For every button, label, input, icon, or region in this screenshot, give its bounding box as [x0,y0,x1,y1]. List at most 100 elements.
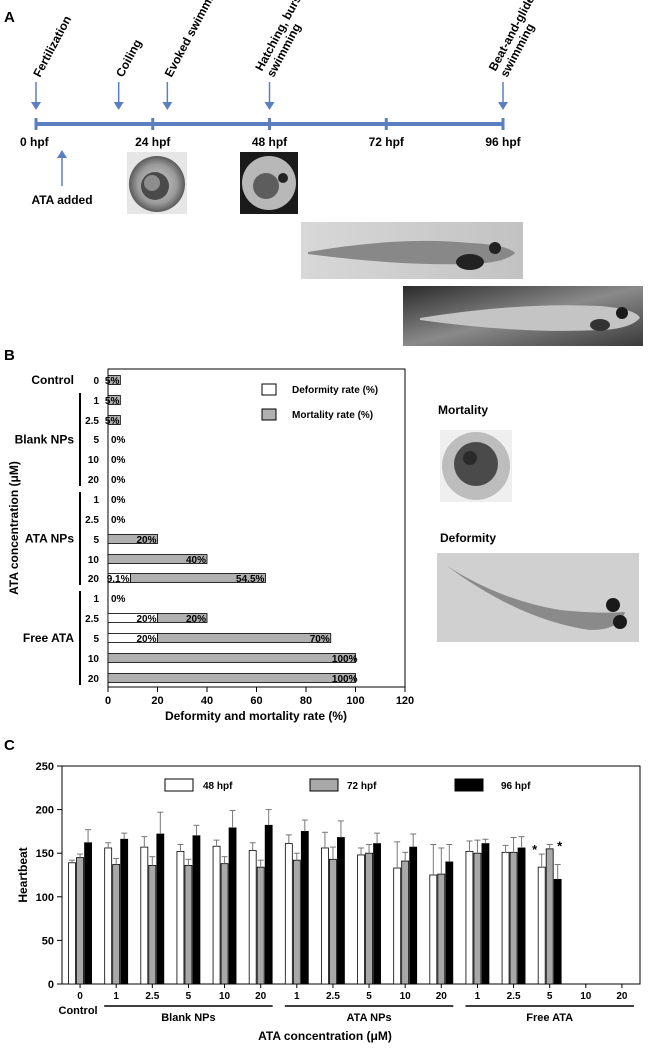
x-tick-label-c: 10 [400,991,412,1002]
row-conc-label: 10 [88,654,100,665]
row-conc-label: 20 [88,674,100,685]
x-tick-label-b: 20 [151,695,163,707]
legend-label-96hpf: 96 hpf [501,781,531,792]
event-label: Evoked swimming [162,0,224,79]
bar-data-label: 5% [105,376,120,387]
x-tick-label-c: 5 [186,991,192,1002]
bar-48hpf [429,874,438,985]
bar-96hpf [228,827,237,985]
bar-72hpf [256,866,265,985]
group-label-c: Control [59,1005,98,1017]
bar-96hpf [84,842,92,985]
bar-data-label: 9.1% [107,574,130,585]
x-tick-label-c: 10 [580,991,592,1002]
bar-mortality [107,395,121,405]
row-conc-label: 20 [88,574,100,585]
larva-photo-72hpf [301,222,523,279]
bar-72hpf [545,848,554,985]
bar-data-label: 0% [111,455,126,466]
bar-mortality [157,613,208,623]
bar-48hpf [393,867,402,985]
group-label-c: Free ATA [526,1012,573,1024]
bar-72hpf [148,865,157,985]
x-axis-label-c: ATA concentration (μM) [258,1029,392,1043]
bar-data-label: 0% [111,515,126,526]
x-tick-label-c: 20 [255,991,267,1002]
bar-48hpf [465,851,474,985]
bar-96hpf [300,831,309,985]
bar-data-label: 5% [105,396,120,407]
event-arrowhead [162,102,173,110]
x-tick-label-c: 10 [219,991,231,1002]
row-conc-label: 0 [93,376,99,387]
bar-data-label: 20% [136,634,156,645]
bar-48hpf [321,847,329,985]
bar-96hpf [409,846,418,985]
deformity-mortality-chart: Deformity and mortality rate (%) ATA con… [7,368,414,723]
legend-label-48hpf: 48 hpf [203,781,233,792]
bar-72hpf [365,852,373,985]
bar-data-label: 100% [332,674,358,685]
embryo-photo-24hpf [127,152,187,214]
row-conc-label: 10 [88,555,100,566]
event-label: Coiling [113,37,144,79]
bar-48hpf [212,845,221,985]
bar-48hpf [176,851,185,985]
deformity-photo [437,553,639,642]
plot-frame-c [61,765,641,985]
panel-label-a: A [4,9,15,26]
legend-swatch-mortality [261,408,277,421]
panel-label-b: B [4,347,15,364]
x-tick-label-c: 2.5 [507,991,521,1002]
row-conc-label: 1 [93,495,99,506]
bar-96hpf [192,835,201,985]
legend-swatch-48hpf [164,778,194,792]
row-conc-label: 2.5 [85,515,99,526]
bar-72hpf [184,865,193,985]
bar-mortality [107,375,121,385]
bar-data-label: 0% [111,594,126,605]
bar-96hpf [553,878,562,985]
panel-label-c: C [4,737,15,754]
bar-72hpf [437,873,446,985]
group-label-b: ATA NPs [25,532,74,546]
row-conc-label: 5 [93,535,99,546]
legend-swatch-96hpf [454,778,484,792]
bar-mortality [157,633,332,643]
x-tick-label-c: 20 [616,991,628,1002]
legend-c: 48 hpf 72 hpf 96 hpf [164,778,531,792]
y-tick-label-c: 250 [36,761,54,773]
bar-data-label: 100% [332,654,358,665]
bar-96hpf [445,861,454,985]
row-conc-label: 2.5 [85,416,99,427]
legend-swatch-72hpf [309,778,339,792]
bar-mortality [130,573,266,583]
timeline-tick-label: 96 hpf [485,135,521,149]
significance-star: * [532,842,538,857]
bar-96hpf [264,824,273,985]
group-label-b: Control [31,373,74,387]
mortality-photo-label: Mortality [438,403,488,417]
y-axis-label-b: ATA concentration (μM) [7,461,21,595]
svg-text:Coiling: Coiling [113,37,144,79]
bar-mortality [107,554,208,564]
y-tick-label-c: 50 [42,935,54,947]
event-label: Fertilization [30,13,74,79]
x-tick-label-c: 20 [436,991,448,1002]
row-conc-label: 5 [93,435,99,446]
bar-72hpf [292,859,301,985]
row-conc-label: 1 [93,594,99,605]
legend-swatch-deformity [261,383,277,396]
x-tick-label-b: 120 [396,695,414,707]
bar-data-label: 54.5% [236,574,264,585]
x-tick-label-c: 1 [113,991,119,1002]
row-conc-label: 2.5 [85,614,99,625]
y-tick-label-c: 200 [36,805,54,817]
bar-mortality [107,415,121,425]
bar-48hpf [537,866,546,985]
y-axis-label-c: Heartbeat [16,847,30,902]
bar-mortality [107,534,158,544]
bar-data-label: 0% [111,435,126,446]
significance-star: * [557,838,563,853]
